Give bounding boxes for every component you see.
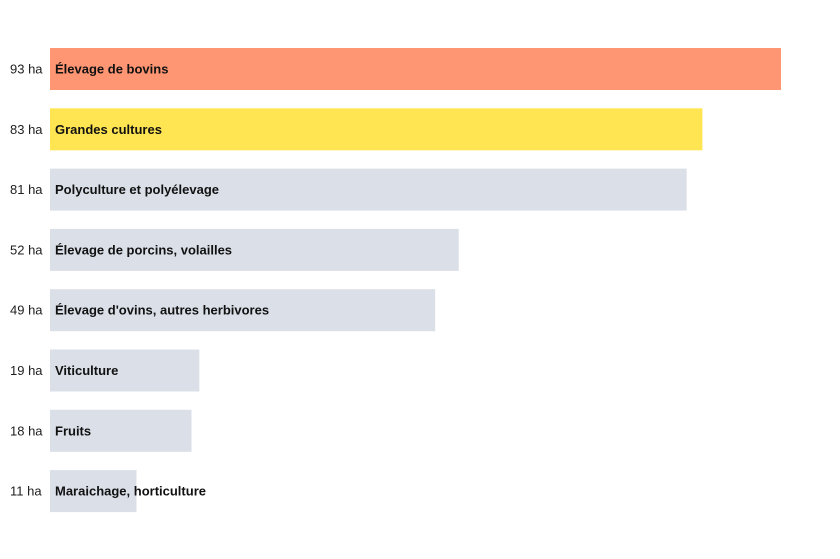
bar-6 [50,409,192,452]
category-label-5: Viticulture [55,363,118,378]
bar-1 [50,108,703,151]
bar-7 [50,470,137,513]
bar-3 [50,228,459,271]
bar-2 [50,168,687,211]
category-label-1: Grandes cultures [55,122,162,137]
bars-group: 93 ha Élevage de bovins 83 ha Grandes cultu… [10,48,781,513]
bar-4 [50,289,436,332]
category-label-6: Fruits [55,423,91,438]
value-label-3: 52 ha [10,242,43,257]
value-label-2: 81 ha [10,182,43,197]
bar-0 [50,48,781,90]
category-label-3: Élevage de porcins, volailles [55,242,232,257]
bar-5 [50,349,200,392]
category-label-7: Maraichage, horticulture [55,484,206,499]
category-label-2: Polyculture et polyélevage [55,182,219,197]
value-label-0: 93 ha [10,62,43,77]
category-label-4: Élevage d'ovins, autres herbivores [55,303,269,318]
value-label-7: 11 ha [10,484,42,499]
value-label-5: 19 ha [10,363,43,378]
category-label-0: Élevage de bovins [55,62,168,77]
value-label-4: 49 ha [10,303,43,318]
value-label-1: 83 ha [10,122,43,137]
value-label-6: 18 ha [10,423,43,438]
